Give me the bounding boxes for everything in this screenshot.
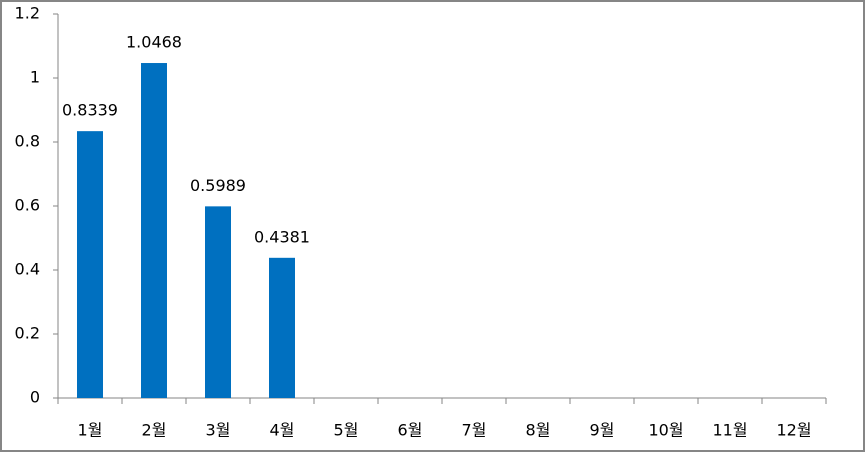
y-tick-label: 1.2 [15,4,40,23]
data-label: 0.4381 [254,227,310,246]
bar [77,131,103,399]
x-tick-label: 1월 [78,421,103,440]
bar [269,257,295,398]
x-tick-label: 11월 [712,421,747,440]
x-tick-label: 5월 [334,421,359,440]
x-tick-label: 10월 [648,421,683,440]
y-tick-label: 0 [30,388,40,407]
x-tick-label: 2월 [142,421,167,440]
x-tick-label: 4월 [270,421,295,440]
data-label: 0.5989 [190,176,246,195]
x-tick-label: 12월 [776,421,811,440]
x-tick-label: 8월 [526,421,551,440]
y-tick-label: 0.6 [15,196,40,215]
y-tick-label: 0.8 [15,132,40,151]
data-label: 0.8339 [62,101,118,120]
bar [205,206,231,398]
data-label: 1.0468 [126,33,182,52]
x-tick-label: 6월 [398,421,423,440]
y-tick-label: 0.4 [15,260,40,279]
y-tick-label: 0.2 [15,324,40,343]
x-tick-label: 3월 [206,421,231,440]
y-tick-label: 1 [30,68,40,87]
bar [141,63,167,399]
x-tick-label: 7월 [462,421,487,440]
x-tick-label: 9월 [590,421,615,440]
